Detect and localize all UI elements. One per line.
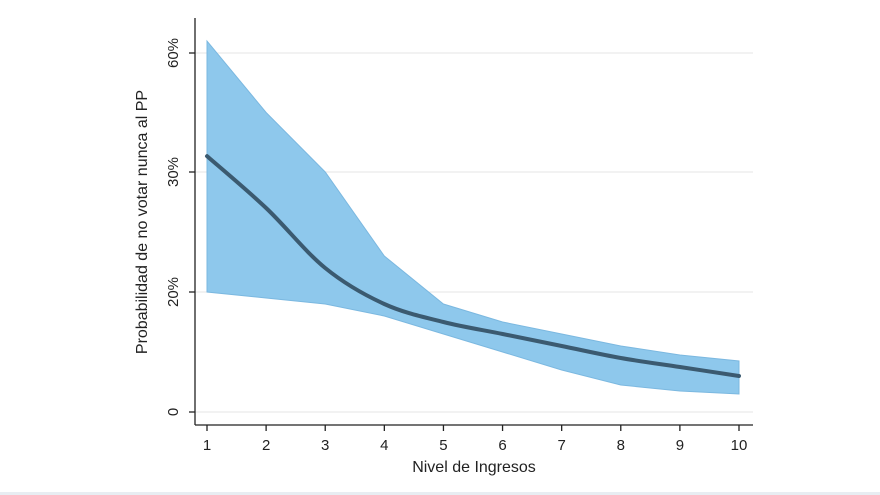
x-tick-label-1: 2 <box>262 437 270 454</box>
y-axis-label: Probabilidad de no votar nunca al PP <box>134 90 151 354</box>
x-tick-label-8: 9 <box>676 437 684 454</box>
predicted-probability-line <box>205 154 741 378</box>
x-tick-label-7: 8 <box>617 437 625 454</box>
y-tick-label-3: 60% <box>165 38 182 68</box>
confidence-band <box>206 39 740 395</box>
x-tick-label-4: 5 <box>439 437 447 454</box>
prediction-line <box>205 154 741 378</box>
y-tick-label-2: 30% <box>165 157 182 187</box>
x-tick-label-6: 7 <box>557 437 565 454</box>
y-tick-label-1: 20% <box>165 277 182 307</box>
x-tick-label-2: 3 <box>321 437 329 454</box>
x-tick-label-5: 6 <box>498 437 506 454</box>
x-axis-label: Nivel de Ingresos <box>412 459 536 476</box>
confidence-band-area <box>206 39 740 395</box>
x-tick-label-0: 1 <box>203 437 211 454</box>
x-tick-label-9: 10 <box>731 437 748 454</box>
axes <box>194 18 753 426</box>
y-axis-ticks: 0 20% 30% 60% <box>165 38 195 416</box>
x-axis-ticks: 1 2 3 4 5 6 7 8 9 10 <box>203 425 748 454</box>
y-tick-label-0: 0 <box>165 408 182 416</box>
x-tick-label-3: 4 <box>380 437 388 454</box>
bottom-divider <box>0 492 880 495</box>
